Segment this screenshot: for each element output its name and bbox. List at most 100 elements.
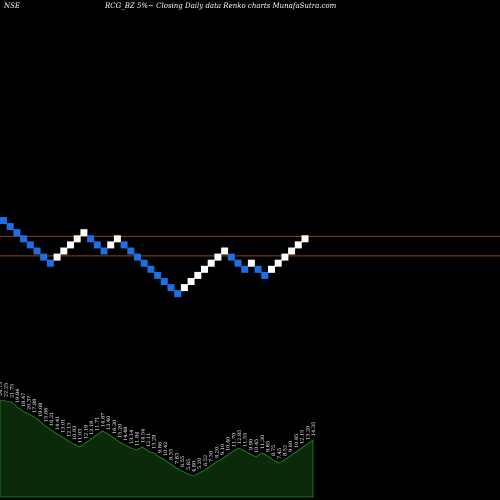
renko-brick-down xyxy=(167,284,175,292)
reference-lines xyxy=(0,235,500,257)
volume-label: 10.45 xyxy=(254,439,260,453)
volume-label: 15.86 xyxy=(44,408,50,422)
volume-label: 11.84 xyxy=(135,432,141,446)
volume-label: 13.14 xyxy=(129,430,135,444)
renko-brick-up xyxy=(274,259,282,267)
renko-brick-down xyxy=(140,259,148,267)
volume-label: 7.45 xyxy=(277,448,283,459)
renko-brick-down xyxy=(127,247,135,255)
renko-brick-up xyxy=(247,259,255,267)
renko-brick-up xyxy=(53,253,61,261)
volume-label: 19.08 xyxy=(38,403,44,417)
renko-brick-up xyxy=(268,265,275,273)
renko-brick-down xyxy=(134,253,141,261)
volume-label: 6.55 xyxy=(180,456,186,467)
renko-brick-up xyxy=(60,247,68,255)
renko-brick-down xyxy=(40,253,48,261)
volume-label: 14.54 xyxy=(140,429,146,443)
volume-label: 13.18 xyxy=(89,421,95,435)
renko-brick-down xyxy=(6,223,14,231)
volume-label: 5.20 xyxy=(197,458,203,469)
renko-brick-down xyxy=(33,247,41,255)
volume-label: 9.90 xyxy=(248,439,254,450)
volume-label: 7.83 xyxy=(174,453,180,464)
renko-bricks xyxy=(0,217,309,298)
renko-brick-down xyxy=(241,265,249,273)
renko-brick-down xyxy=(100,247,108,255)
renko-brick-up xyxy=(281,253,289,261)
volume-label: 8.75 xyxy=(271,445,277,456)
volume-panel: 24.73 22.25 21.75 19.84 18.47 20.37 17.88 19.08… xyxy=(0,382,317,498)
renko-brick-down xyxy=(227,253,235,261)
renko-brick-down xyxy=(174,290,182,298)
renko-brick-up xyxy=(180,284,188,292)
renko-brick-up xyxy=(113,235,121,243)
renko-brick-down xyxy=(26,241,34,249)
volume-label: 12.19 xyxy=(83,425,89,439)
volume-label: 6.52 xyxy=(203,455,209,466)
renko-brick-up xyxy=(67,241,74,249)
renko-brick-down xyxy=(160,278,168,285)
renko-brick-up xyxy=(294,241,302,249)
renko-brick-down xyxy=(46,259,54,267)
volume-label: 9.85 xyxy=(266,441,272,452)
renko-brick-down xyxy=(87,235,95,243)
renko-brick-up xyxy=(73,235,81,243)
volume-label: 11.70 xyxy=(231,433,237,447)
renko-brick-down xyxy=(234,259,242,267)
volume-label: 10.93 xyxy=(72,426,78,440)
volume-label: 12.13 xyxy=(66,423,72,437)
volume-label: 5.85 xyxy=(186,459,192,470)
renko-brick-down xyxy=(93,241,101,249)
renko-brick-up xyxy=(187,278,195,285)
renko-brick-up xyxy=(214,253,222,261)
volume-label: 9.10 xyxy=(220,444,226,455)
renko-brick-up xyxy=(288,247,296,255)
volume-label: 13.20 xyxy=(305,426,311,440)
volume-label: 20.37 xyxy=(27,396,33,410)
volume-label: 14.48 xyxy=(123,427,129,441)
volume-label: 13.29 xyxy=(152,435,158,449)
volume-label: 14.35 xyxy=(311,422,317,436)
volume-label: 8.52 xyxy=(283,445,289,456)
volume-label: 10.42 xyxy=(163,442,169,456)
renko-brick-up xyxy=(221,247,229,255)
renko-brick-down xyxy=(120,241,128,249)
volume-label: 21.75 xyxy=(9,384,15,398)
renko-brick-up xyxy=(201,265,208,273)
volume-label: 16.30 xyxy=(112,420,118,434)
volume-label: 13.01 xyxy=(61,419,67,433)
volume-label: 9.86 xyxy=(157,442,163,453)
volume-label: 12.15 xyxy=(300,430,306,444)
volume-label: 22.25 xyxy=(4,383,10,397)
renko-brick-down xyxy=(147,265,155,273)
volume-label: 12.85 xyxy=(237,430,243,444)
volume-label: 11.71 xyxy=(95,417,101,431)
volume-label: 12.11 xyxy=(146,433,152,447)
volume-label: 16.21 xyxy=(49,412,55,426)
volume-area xyxy=(0,399,314,498)
renko-brick-up xyxy=(301,235,309,243)
volume-label: 8.20 xyxy=(214,447,220,458)
volume-label: 10.40 xyxy=(226,437,232,451)
volume-label: 8.35 xyxy=(169,449,175,460)
volume-label: 7.30 xyxy=(209,451,215,462)
exchange-label: NSE xyxy=(3,2,20,10)
renko-brick-down xyxy=(154,271,162,279)
volume-label: 14.87 xyxy=(100,413,106,427)
volume-label: 14.41 xyxy=(55,416,61,430)
volume-label: 15.20 xyxy=(118,424,124,438)
renko-brick-down xyxy=(0,217,7,224)
renko-brick-down xyxy=(13,229,21,237)
volume-label: 11.30 xyxy=(260,435,266,449)
volume-label: 10.85 xyxy=(294,434,300,448)
renko-brick-down xyxy=(261,271,269,279)
chart-title: RCG_BZ 5%~ Closing Daily data Renko char… xyxy=(104,2,337,10)
volume-label: 19.84 xyxy=(15,389,21,403)
volume-label: 11.55 xyxy=(243,433,249,447)
volume-label: 11.03 xyxy=(78,429,84,443)
renko-brick-down xyxy=(20,235,28,243)
renko-brick-down xyxy=(254,265,262,273)
